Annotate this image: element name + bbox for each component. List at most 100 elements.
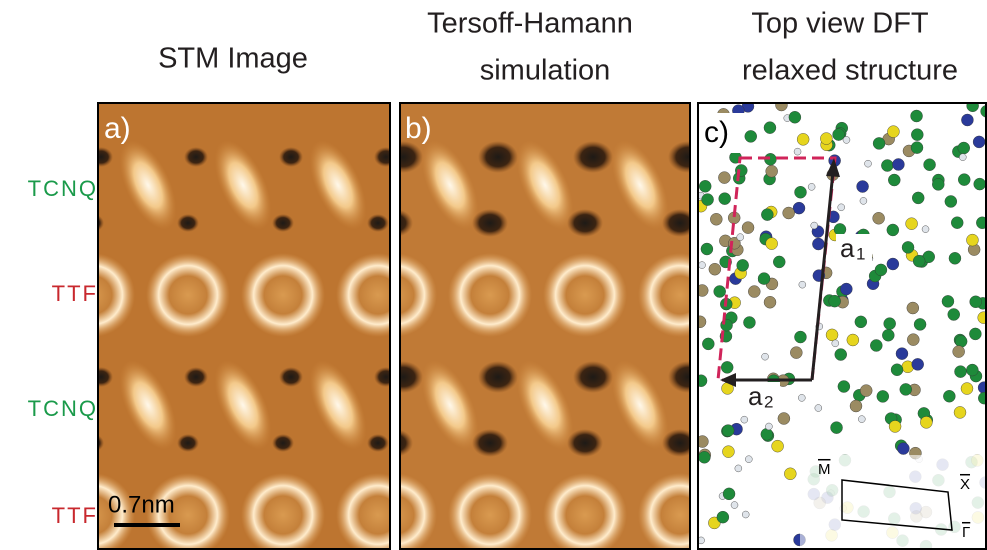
atom (797, 133, 809, 145)
atom (719, 193, 731, 205)
atom (812, 238, 824, 250)
atom (912, 358, 924, 370)
atom (882, 329, 894, 341)
dark-spot (662, 209, 698, 237)
dark-spot (89, 367, 113, 387)
atom (699, 262, 706, 269)
lattice-label: 1 (856, 244, 865, 263)
atom (891, 364, 903, 376)
dark-spot (478, 141, 518, 173)
atom (789, 111, 801, 123)
atom (949, 252, 961, 264)
atom (896, 348, 908, 360)
atom (835, 349, 847, 361)
atom (764, 122, 776, 134)
atom (924, 159, 936, 171)
atom (762, 353, 769, 360)
dark-spot (184, 367, 208, 387)
atom (737, 259, 749, 271)
panel-label: a) (104, 112, 131, 145)
atom (748, 286, 760, 298)
ring (543, 253, 627, 337)
dark-spot (184, 147, 208, 167)
atom (699, 180, 711, 192)
atom (860, 197, 867, 204)
atom (907, 334, 919, 346)
atom (811, 222, 818, 229)
panel-title: Top view DFT (751, 8, 929, 40)
bz-label: M (818, 461, 831, 478)
dark-spot (573, 361, 613, 393)
atom (783, 207, 795, 219)
atom (702, 338, 714, 350)
atom (881, 160, 893, 172)
atom (943, 390, 955, 402)
panel-title: simulation (480, 55, 611, 87)
dark-spot (82, 434, 104, 452)
atom (773, 256, 785, 268)
atom (966, 364, 978, 376)
atom (761, 428, 773, 440)
atom (808, 183, 815, 190)
bz-label: Γ (962, 524, 970, 541)
atom (829, 295, 841, 307)
atom (795, 186, 807, 198)
atom (959, 154, 966, 161)
atom (735, 465, 742, 472)
atom (958, 142, 970, 154)
dark-spot (177, 214, 199, 232)
dark-spot (472, 429, 508, 457)
dark-spot (374, 367, 398, 387)
bz-label: X (960, 476, 970, 493)
atom (906, 218, 918, 230)
atom (902, 241, 914, 253)
lattice-label: a (840, 233, 855, 263)
atom (790, 347, 802, 359)
atom (922, 226, 929, 233)
atom (889, 420, 901, 432)
atom (850, 400, 862, 412)
scale-label: 0.7nm (108, 491, 175, 518)
dark-spot (272, 214, 294, 232)
atom (958, 174, 970, 186)
atom (954, 406, 966, 418)
atom (913, 255, 925, 267)
atom (858, 416, 865, 423)
atom (953, 346, 965, 358)
atom (694, 316, 706, 328)
atom (911, 110, 923, 122)
atom (920, 416, 932, 428)
atom (888, 174, 900, 186)
atom (820, 133, 832, 145)
atom (714, 285, 726, 297)
figure: STM Image Tersoff-Hamann simulation Top … (0, 0, 987, 550)
panel-label: b) (405, 112, 432, 145)
atom (967, 100, 979, 112)
atom (857, 181, 869, 193)
atom (974, 178, 986, 190)
atom (961, 383, 973, 395)
dark-spot (82, 214, 104, 232)
atom (702, 194, 714, 206)
atom (948, 308, 960, 320)
atom (710, 213, 722, 225)
atom (945, 195, 957, 207)
atom (873, 137, 885, 149)
atom (745, 130, 757, 142)
scale-bar (114, 523, 180, 527)
atom (742, 511, 749, 518)
row-label: TTF (52, 281, 98, 306)
atom (969, 328, 981, 340)
atom (911, 142, 923, 154)
dark-spot (567, 429, 603, 457)
ring (241, 253, 325, 337)
atom (798, 394, 805, 401)
atom (709, 263, 721, 275)
atom (784, 468, 796, 480)
atom (932, 178, 944, 190)
dark-spot (374, 147, 398, 167)
atom (743, 317, 755, 329)
dft-structure (694, 99, 987, 550)
atom (838, 204, 845, 211)
atom (951, 217, 963, 229)
